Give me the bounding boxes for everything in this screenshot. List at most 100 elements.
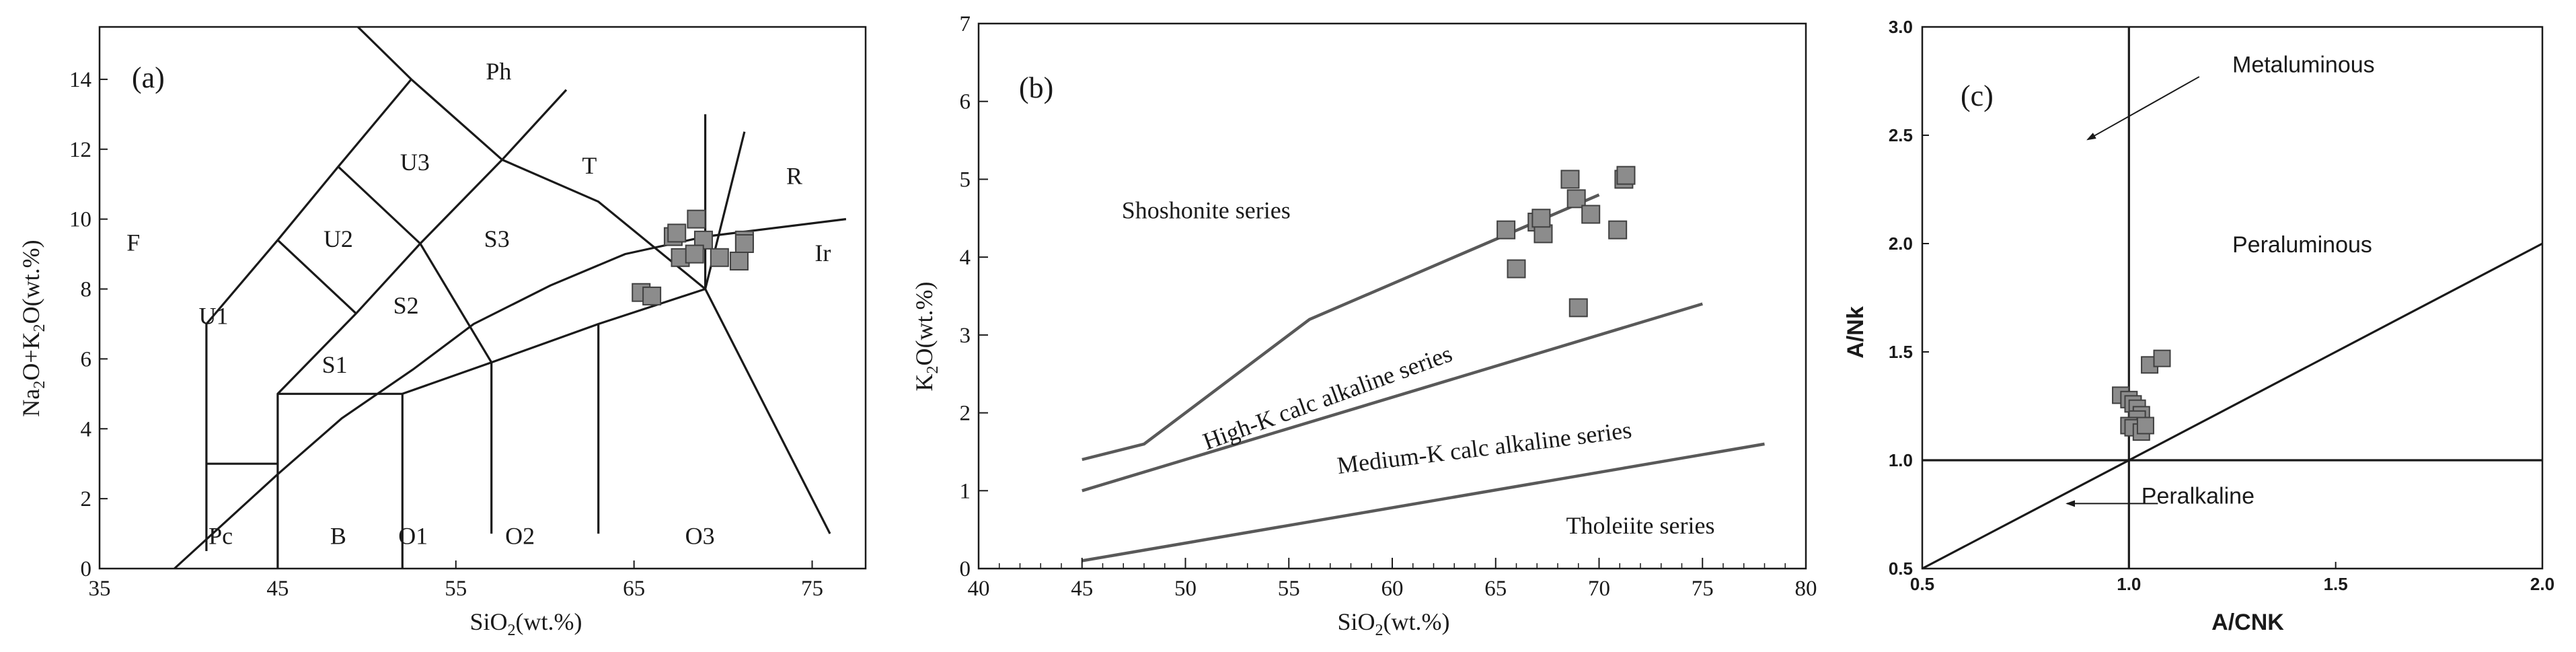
panel-a-data-point <box>642 286 662 305</box>
panel-b-y-tick-label: 7 <box>960 12 971 36</box>
panel-b-x-tick-label: 55 <box>1278 577 1300 601</box>
panel-a-x-tick-label: 65 <box>623 577 645 601</box>
panel-a-field-label: O3 <box>685 523 715 550</box>
panel-a-field-boundary <box>337 166 493 363</box>
panel-b-y-tick-label: 0 <box>960 557 971 581</box>
panel-a-x-tick-label: 35 <box>89 577 111 601</box>
panel-b-xlabel-unit: (wt.%) <box>1384 608 1450 635</box>
panel-b-y-tick-label: 5 <box>960 168 971 192</box>
panel-c-data-point <box>2153 349 2171 367</box>
panel-a-y-tick-label: 6 <box>81 347 92 371</box>
panel-b-x-tick-label: 65 <box>1484 577 1507 601</box>
panel-a-data-point <box>685 244 704 264</box>
panel-b-data-point <box>1497 220 1516 240</box>
panel-a-y-tick-label: 2 <box>81 487 92 511</box>
panel-c-y-tick-label: 2.0 <box>1889 233 1913 254</box>
panel-a-tas: 35 45 55 65 75 0 2 4 6 8 10 12 14 F U1 U2 U3 Ph S1 S2 S3 T R Ir… <box>17 26 867 639</box>
panel-a-frame <box>98 26 867 570</box>
panel-a-field-label: Pc <box>209 523 233 550</box>
panel-a-data-point <box>729 251 749 270</box>
panel-a-x-tick-label: 45 <box>266 577 289 601</box>
panel-a-field-label: S2 <box>393 292 419 319</box>
panel-c-x-tick-label: 1.5 <box>2324 574 2348 594</box>
panel-a-field-boundary <box>501 89 568 161</box>
panel-c-y-tick-label: 3.0 <box>1889 17 1913 37</box>
panel-c-x-tick-label: 0.5 <box>1910 574 1934 594</box>
panel-c-region-label: Peraluminous <box>2232 232 2372 258</box>
panel-c-y-tick-label: 1.5 <box>1889 342 1913 362</box>
panel-a-field-label: R <box>786 163 802 190</box>
panel-b-xlabel-main: SiO <box>1338 608 1375 635</box>
panel-b-data-point <box>1560 170 1580 189</box>
panel-a-field-label: U1 <box>199 302 229 329</box>
panel-a-x-tick-label: 75 <box>801 577 823 601</box>
panel-c-frame <box>1921 26 2544 570</box>
panel-a-xlabel-sub: 2 <box>508 622 516 639</box>
panel-a-field-boundary <box>276 287 831 569</box>
panel-a-xlabel-main: SiO <box>470 608 508 635</box>
panel-b-data-point <box>1566 189 1586 209</box>
panel-a-y-tick-label: 8 <box>81 278 92 302</box>
panel-b-x-tick-label: 40 <box>968 577 990 601</box>
panel-a-data-point <box>710 248 729 267</box>
panel-a-data-point <box>687 209 706 229</box>
panel-c-data-point <box>2136 416 2154 435</box>
panel-b-y-tick-label: 6 <box>960 90 971 114</box>
panel-b-label: (b) <box>1019 71 1053 104</box>
panel-b-series-divider <box>1082 442 1765 563</box>
panel-a-field-label: O2 <box>505 523 535 550</box>
panel-b-series-divider <box>1082 193 1600 462</box>
panel-b-data-point <box>1507 259 1526 279</box>
panel-a-field-label: F <box>126 229 140 256</box>
panel-b-data-point <box>1531 209 1551 228</box>
panel-b-data-point <box>1533 224 1553 244</box>
panel-b-y-tick-label: 4 <box>960 246 971 270</box>
panel-a-field-label: U2 <box>324 225 353 252</box>
panel-a-field-label: Ph <box>486 58 511 85</box>
panel-a-y-tick-label: 10 <box>69 208 91 232</box>
panel-b-series-label: Shoshonite series <box>1122 196 1291 223</box>
panel-a-alkaline-divider <box>174 218 847 570</box>
panel-b-x-tick-label: 80 <box>1795 577 1817 601</box>
panel-c-y-tick-label: 2.5 <box>1889 125 1913 145</box>
panel-a-x-axis-label: SiO2(wt.%) <box>470 608 582 639</box>
panel-b-x-tick-label: 75 <box>1692 577 1714 601</box>
panel-b-data-point <box>1581 205 1601 224</box>
panel-b-series-divider <box>1082 302 1703 493</box>
panel-c-y-tick-label: 1.0 <box>1889 450 1913 470</box>
panel-b-xlabel-sub: 2 <box>1375 622 1384 639</box>
panel-a-data-point <box>734 234 754 253</box>
panel-b-y-tick-label: 1 <box>960 479 971 503</box>
panel-c-reference-line <box>1922 242 2543 570</box>
panel-c-x-tick-label: 2.0 <box>2530 574 2554 594</box>
panel-a-y-tick-label: 12 <box>69 138 91 162</box>
panel-b-y-tick-label: 2 <box>960 402 971 426</box>
panel-a-field-label: S3 <box>484 225 510 252</box>
panel-a-field-label: Ir <box>815 240 831 266</box>
panel-b-series-label: Tholeiite series <box>1566 512 1715 539</box>
panel-a-field-label: S1 <box>322 351 348 378</box>
panel-a-xlabel-unit: (wt.%) <box>516 608 582 635</box>
panel-a-field-label: U3 <box>400 149 430 176</box>
panel-a-y-tick-label: 14 <box>69 68 91 92</box>
panel-b-series-label: High-K calc alkaline series <box>1199 340 1455 455</box>
panel-a-y-tick-label: 0 <box>81 557 92 581</box>
panel-a-field-boundary <box>356 26 412 81</box>
panel-b-y-axis-label: K2O(wt.%) <box>911 282 942 392</box>
panel-a-field-boundary <box>276 239 357 315</box>
panel-b-x-axis-label: SiO2(wt.%) <box>1338 608 1450 639</box>
panel-a-field-boundary <box>276 159 503 395</box>
panel-c-y-axis-label: A/Nk <box>1843 306 1868 359</box>
panel-a-field-label: B <box>330 523 346 550</box>
panel-b-y-tick-label: 3 <box>960 324 971 348</box>
panel-c-region-label: Peralkaline <box>2142 483 2255 509</box>
panel-a-y-axis-label: Na2O+K2O(wt.%) <box>17 240 48 416</box>
panel-c-label: (c) <box>1961 79 1994 112</box>
panel-c-x-tick-label: 1.0 <box>2117 574 2141 594</box>
panel-b-series-label: Medium-K calc alkaline series <box>1336 416 1633 479</box>
panel-a-field-label: O1 <box>398 523 428 550</box>
panel-c-plot-area: 0.5 1.0 1.5 2.0 0.5 1.0 1.5 2.0 2.5 3.0 Metalumino… <box>1889 17 2554 594</box>
panel-c-region-label: Metaluminous <box>2232 52 2375 78</box>
